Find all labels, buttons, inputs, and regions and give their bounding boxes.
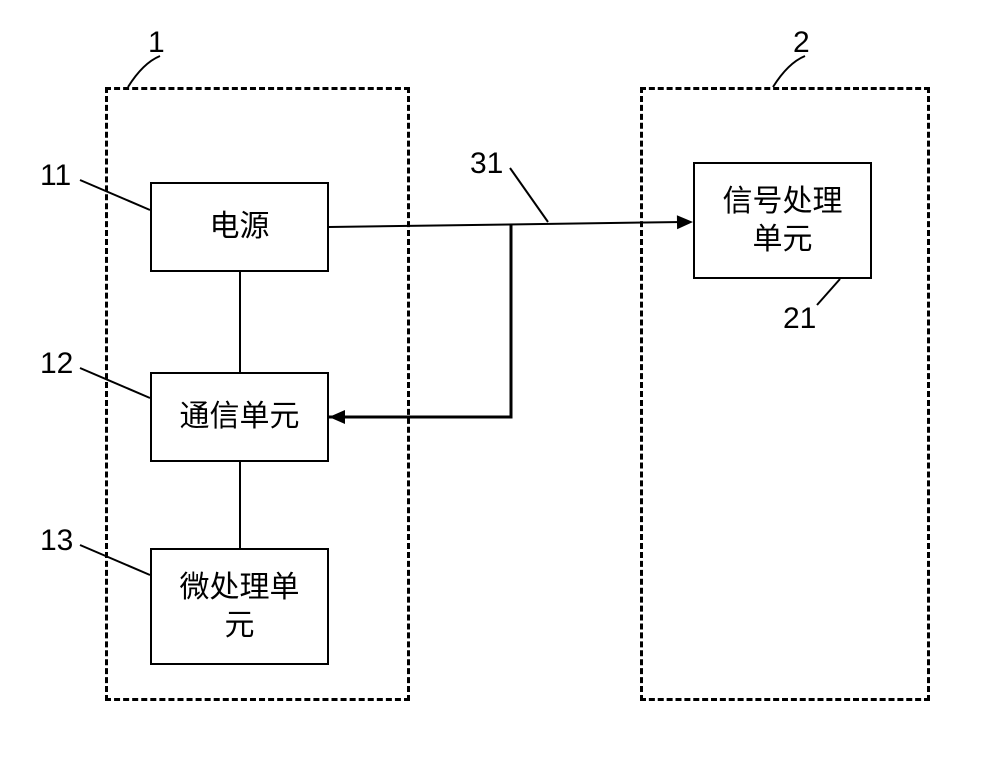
connection-lines <box>0 0 1000 772</box>
block-diagram: 电源 通信单元 微处理单元 信号处理单元 1 2 11 12 13 21 31 <box>0 0 1000 772</box>
